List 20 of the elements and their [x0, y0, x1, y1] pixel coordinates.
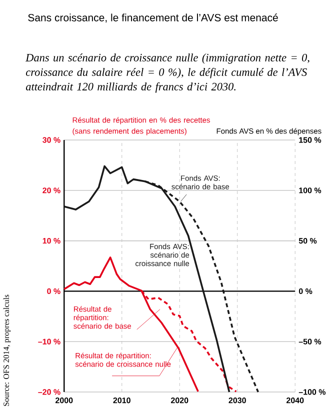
source-note: Source: OFS 2014, propres calculs: [3, 294, 11, 406]
y2-tick-label: 50 %: [298, 238, 317, 244]
x-tick-label: 2040: [286, 398, 304, 404]
y2-tick-label: –100 %: [298, 389, 326, 395]
y-tick-label: 10 %: [42, 238, 60, 244]
y2-tick-label: –50 %: [298, 338, 322, 344]
y-tick-label: 30 %: [42, 137, 60, 143]
y2-tick-label: 0 %: [298, 288, 312, 294]
y2-tick-label: 150 %: [299, 137, 322, 143]
chart-subtitle: Dans un scénario de croissance nulle (immigration nette = 0, croissance du salaire réel = 0 %), le déficit cumulé de l’AVS atteindrait 120 milliards de francs d’ici 2030.: [25, 54, 310, 93]
x-tick-label: 2010: [113, 398, 130, 404]
y-tick-label: 20 %: [42, 188, 60, 194]
y-tick-label: 0 %: [47, 288, 60, 294]
y-tick-label: –20 %: [38, 389, 60, 395]
x-tick-label: 2000: [55, 398, 73, 404]
y-tick-label: –10 %: [38, 338, 60, 344]
x-tick-label: 2020: [170, 398, 188, 404]
y2-tick-label: 100 %: [299, 188, 322, 194]
x-tick-label: 2030: [228, 398, 246, 404]
chart-title: Sans croissance, le financement de l’AVS est menacé: [28, 14, 278, 23]
